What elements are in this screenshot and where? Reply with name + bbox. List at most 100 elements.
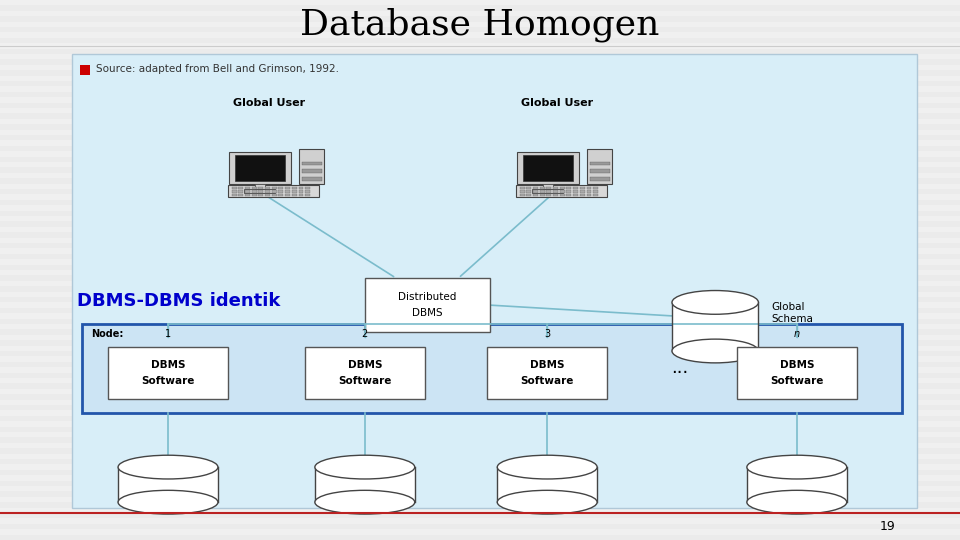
Bar [672,302,758,351]
Bar [0,70,960,76]
Bar [593,193,598,195]
Bar [566,187,571,190]
Bar [589,177,610,180]
Text: n: n [794,329,800,339]
Bar [523,155,573,181]
Bar [540,193,544,195]
Bar [0,221,960,227]
Bar [255,184,265,189]
Bar [238,193,243,195]
Bar [285,191,290,192]
Bar [516,185,607,197]
Bar [546,187,551,190]
Bar [580,193,585,195]
Bar [587,191,591,192]
Bar [526,193,531,195]
Bar [587,187,591,190]
Bar [0,459,960,464]
Bar [258,187,263,190]
Bar [265,187,270,190]
FancyBboxPatch shape [737,347,856,399]
Text: DBMS: DBMS [151,360,185,370]
FancyBboxPatch shape [82,324,902,413]
Text: 3: 3 [544,329,550,339]
Bar [533,193,538,195]
Bar [546,193,551,195]
Bar [0,297,960,302]
Bar [519,191,524,192]
Bar [245,187,250,190]
Bar [526,187,531,190]
Bar [526,191,531,192]
Bar [533,191,538,192]
Bar [560,187,564,190]
Bar [546,191,551,192]
Bar [0,113,960,119]
Bar [540,191,544,192]
Bar [299,187,303,190]
Bar [258,193,263,195]
Bar [299,191,303,192]
Bar [0,135,960,140]
Bar [519,193,524,195]
Bar [580,187,585,190]
Bar [245,193,250,195]
Ellipse shape [672,291,758,314]
Bar [238,191,243,192]
Bar [0,275,960,281]
Text: Software: Software [338,376,392,386]
FancyBboxPatch shape [108,347,228,399]
FancyBboxPatch shape [305,347,424,399]
Ellipse shape [315,490,415,514]
Text: Software: Software [770,376,824,386]
Bar [301,177,322,180]
Bar [0,211,960,216]
Bar [553,187,558,190]
Bar [0,157,960,162]
Bar [0,416,960,421]
FancyBboxPatch shape [487,347,607,399]
Ellipse shape [672,339,758,363]
Bar [0,92,960,97]
Bar [292,191,297,192]
FancyBboxPatch shape [365,278,490,332]
Bar [265,193,270,195]
Text: DBMS-DBMS identik: DBMS-DBMS identik [77,293,280,310]
Bar [0,200,960,205]
Bar [0,81,960,86]
Bar [272,191,276,192]
Bar [80,65,90,75]
Bar [0,243,960,248]
Text: ···: ··· [671,364,688,382]
Bar [747,467,847,502]
Text: DBMS: DBMS [530,360,564,370]
Text: Software: Software [520,376,574,386]
Bar [0,189,960,194]
Text: Global User: Global User [520,98,593,108]
Bar [532,189,564,193]
Bar [292,187,297,190]
Ellipse shape [315,455,415,479]
Bar [238,187,243,190]
Bar [305,187,310,190]
Text: Source: adapted from Bell and Grimson, 1992.: Source: adapted from Bell and Grimson, 1… [96,64,339,74]
Bar [118,467,218,502]
Bar [0,437,960,443]
Bar [285,193,290,195]
Bar [588,149,612,184]
Bar [300,149,324,184]
Text: 19: 19 [880,520,896,533]
Bar [245,191,250,192]
Bar [0,319,960,324]
Bar [0,254,960,259]
Bar [231,193,236,195]
Bar [0,351,960,356]
FancyBboxPatch shape [72,54,917,508]
Bar [589,161,610,165]
Ellipse shape [747,455,847,479]
Bar [0,524,960,529]
Text: Node:: Node: [91,329,124,339]
Bar [580,191,585,192]
Bar [0,535,960,540]
Bar [278,191,283,192]
